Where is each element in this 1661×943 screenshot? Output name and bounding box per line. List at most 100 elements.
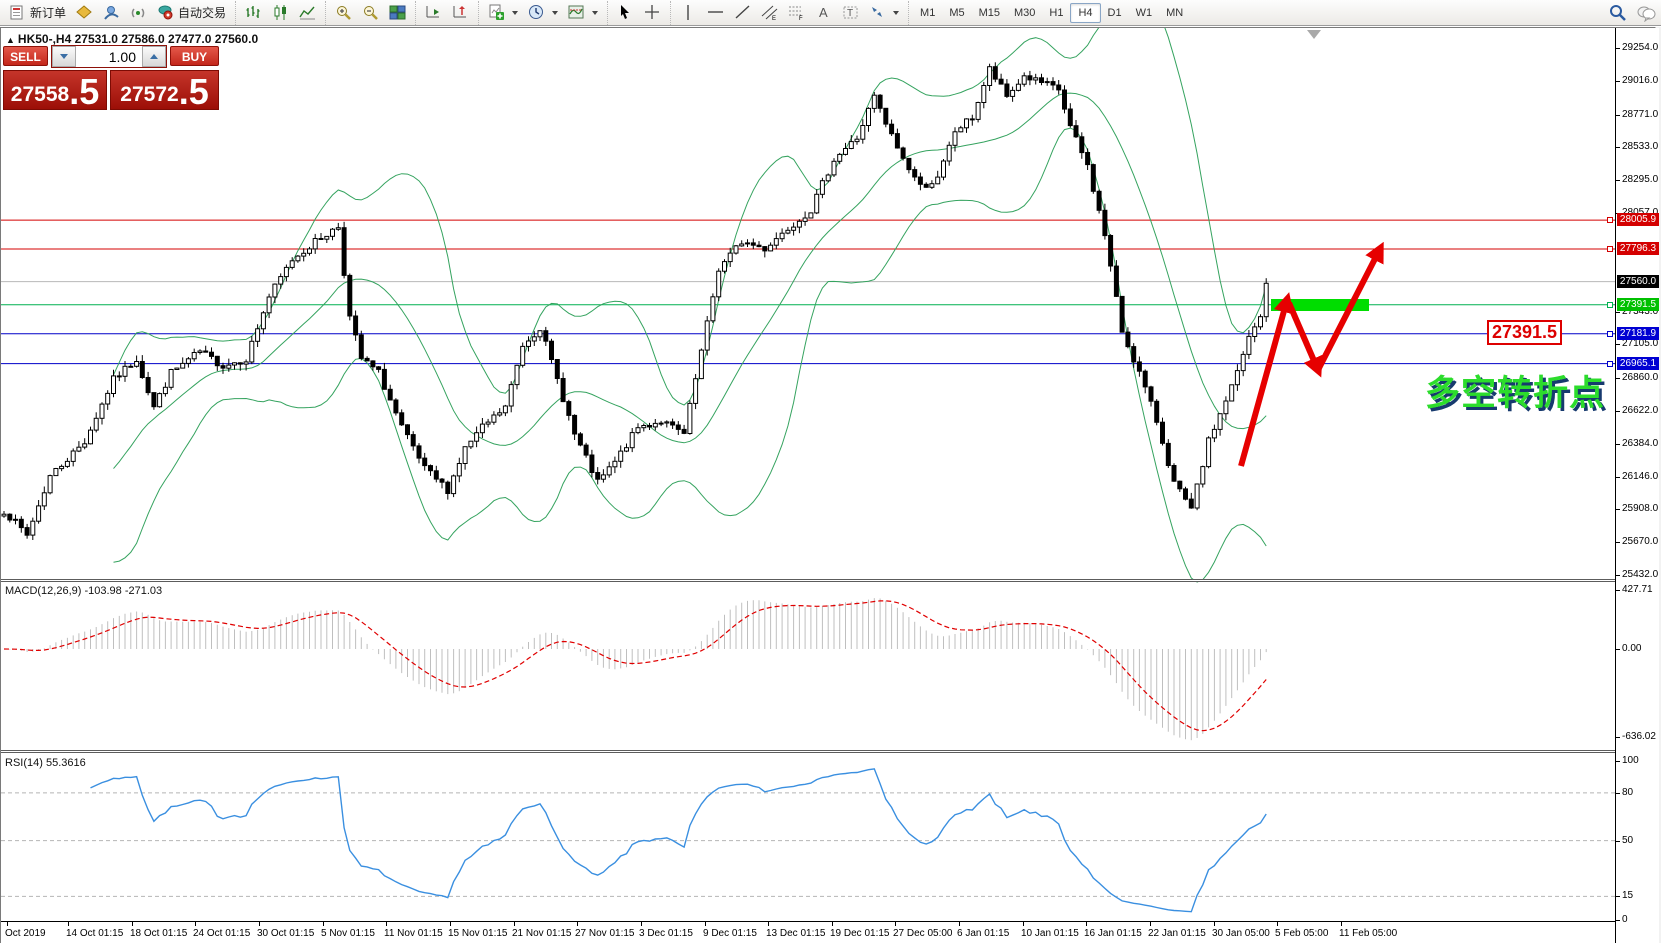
text-label-button[interactable]: T [837, 2, 864, 24]
new-order-button[interactable]: 新订单 [4, 2, 71, 24]
sell-button[interactable]: SELL [3, 46, 48, 66]
timeframe-mn[interactable]: MN [1166, 6, 1184, 19]
new-chart-button[interactable] [483, 2, 523, 24]
timeframe-w1[interactable]: W1 [1135, 6, 1153, 19]
level-line-anchor[interactable] [1607, 302, 1613, 308]
macd-pane-separator[interactable] [1, 579, 1615, 582]
arrow-objects-icon [869, 4, 886, 21]
time-tickmark [768, 922, 769, 926]
profiles-button[interactable] [523, 2, 563, 24]
chart-shift-button[interactable] [447, 2, 474, 24]
price-tick-tickmark [1616, 477, 1620, 478]
cursor-button[interactable] [612, 2, 639, 24]
level-line-anchor[interactable] [1607, 217, 1613, 223]
volume-up-button[interactable] [142, 46, 166, 67]
buy-button[interactable]: BUY [170, 46, 219, 66]
buy-price-frac: .5 [178, 71, 209, 112]
horizontal-line-button[interactable] [702, 2, 729, 24]
price-tick: 29016.0 [1622, 75, 1659, 86]
chart-window[interactable]: ▲ HK50-,H4 27531.0 27586.0 27477.0 27560.… [0, 27, 1659, 943]
autotrading-button[interactable]: 自动交易 [152, 2, 231, 24]
price-level-badge: 27181.9 [1617, 327, 1659, 340]
fibonacci-icon: F [788, 4, 805, 21]
arrows-button[interactable] [864, 2, 904, 24]
volume-down-button[interactable] [52, 46, 76, 67]
time-axis[interactable]: Oct 2019 14 Oct 01:15 18 Oct 01:15 24 Oct 0… [1, 921, 1615, 943]
price-tick-tickmark [1616, 344, 1620, 345]
signals-button[interactable] [125, 2, 152, 24]
trendline-button[interactable] [729, 2, 756, 24]
chart-profiles-button[interactable] [71, 2, 98, 24]
turning-point-text[interactable]: 多空转折点 [1425, 374, 1606, 413]
indicators-button[interactable] [563, 2, 603, 24]
volume-value[interactable]: 1.00 [108, 49, 136, 65]
price-axis[interactable]: 29254.0 29016.0 28771.0 28533.0 28295.0 28057… [1615, 28, 1659, 943]
rsi-tick: 80 [1622, 787, 1634, 798]
candlestick-chart-button[interactable] [267, 2, 294, 24]
autotrading-label: 自动交易 [178, 6, 227, 20]
macd-label: MACD(12,26,9) -103.98 -271.03 [5, 585, 163, 597]
bar-chart-button[interactable] [240, 2, 267, 24]
zoom-out-button[interactable] [357, 2, 384, 24]
chart-canvas[interactable] [1, 28, 1659, 943]
chart-shift-marker-icon[interactable] [1307, 30, 1321, 39]
fibonacci-button[interactable]: F [783, 2, 810, 24]
svg-text:E: E [772, 16, 776, 21]
new-chart-dropdown-arrow[interactable] [512, 10, 519, 15]
profile-icon [76, 4, 93, 21]
trade-group: 新订单 自动交易 [0, 1, 235, 25]
price-tag-box[interactable]: 27391.5 [1487, 320, 1562, 345]
price-tick: 25670.0 [1622, 536, 1659, 547]
level-line-anchor[interactable] [1607, 361, 1613, 367]
zoom-in-button[interactable] [330, 2, 357, 24]
chart-title: ▲ HK50-,H4 27531.0 27586.0 27477.0 27560.… [6, 32, 259, 46]
time-tickmark [259, 922, 260, 926]
new-order-label: 新订单 [30, 6, 67, 20]
level-line-anchor[interactable] [1607, 246, 1613, 252]
buy-price-panel[interactable]: 27572.5 [110, 70, 219, 110]
time-tick: 11 Feb 05:00 [1339, 928, 1398, 939]
rsi-tick-tickmark [1616, 841, 1620, 842]
rsi-pane-separator[interactable] [1, 750, 1615, 753]
profiles-dropdown-arrow[interactable] [552, 10, 559, 15]
sell-price-panel[interactable]: 27558.5 [3, 70, 107, 110]
chat-icon[interactable] [1636, 4, 1656, 22]
time-tickmark [577, 922, 578, 926]
search-icon[interactable] [1609, 4, 1626, 21]
toolbar-right [1609, 4, 1661, 22]
timeframe-d1[interactable]: D1 [1107, 6, 1122, 19]
horizontal-line-icon [707, 4, 724, 21]
market-watch-icon [103, 4, 120, 21]
time-tick: 16 Jan 01:15 [1084, 928, 1142, 939]
buy-price-main: 27572 [120, 83, 179, 106]
time-tick: 9 Dec 01:15 [703, 928, 757, 939]
price-tick: 29254.0 [1622, 42, 1659, 53]
market-watch-button[interactable] [98, 2, 125, 24]
time-tickmark [132, 922, 133, 926]
timeframe-h1[interactable]: H1 [1049, 6, 1064, 19]
timeframe-m15[interactable]: M15 [978, 6, 1000, 19]
svg-text:A: A [819, 5, 828, 20]
line-chart-button[interactable] [294, 2, 321, 24]
crosshair-button[interactable] [639, 2, 666, 24]
chart-shift-icon [452, 4, 469, 21]
timeframe-m1[interactable]: M1 [920, 6, 936, 19]
auto-scroll-button[interactable] [420, 2, 447, 24]
tile-windows-button[interactable] [384, 2, 411, 24]
price-tick: 28771.0 [1622, 109, 1659, 120]
timeframe-m30[interactable]: M30 [1014, 6, 1036, 19]
text-button[interactable]: A [810, 2, 837, 24]
equidistant-channel-icon: E [761, 4, 778, 21]
signals-icon [130, 4, 147, 21]
timeframe-h4[interactable]: H4 [1070, 2, 1101, 23]
macd-tick: -636.02 [1622, 731, 1656, 742]
indicators-dropdown-arrow[interactable] [592, 10, 599, 15]
level-line-anchor[interactable] [1607, 331, 1613, 337]
time-tick: 18 Oct 01:15 [130, 928, 188, 939]
timeframe-m5[interactable]: M5 [949, 6, 965, 19]
arrows-dropdown-arrow[interactable] [893, 10, 900, 15]
equidistant-channel-button[interactable]: E [756, 2, 783, 24]
vertical-line-button[interactable] [675, 2, 702, 24]
svg-text:F: F [799, 16, 803, 21]
time-tickmark [1150, 922, 1151, 926]
